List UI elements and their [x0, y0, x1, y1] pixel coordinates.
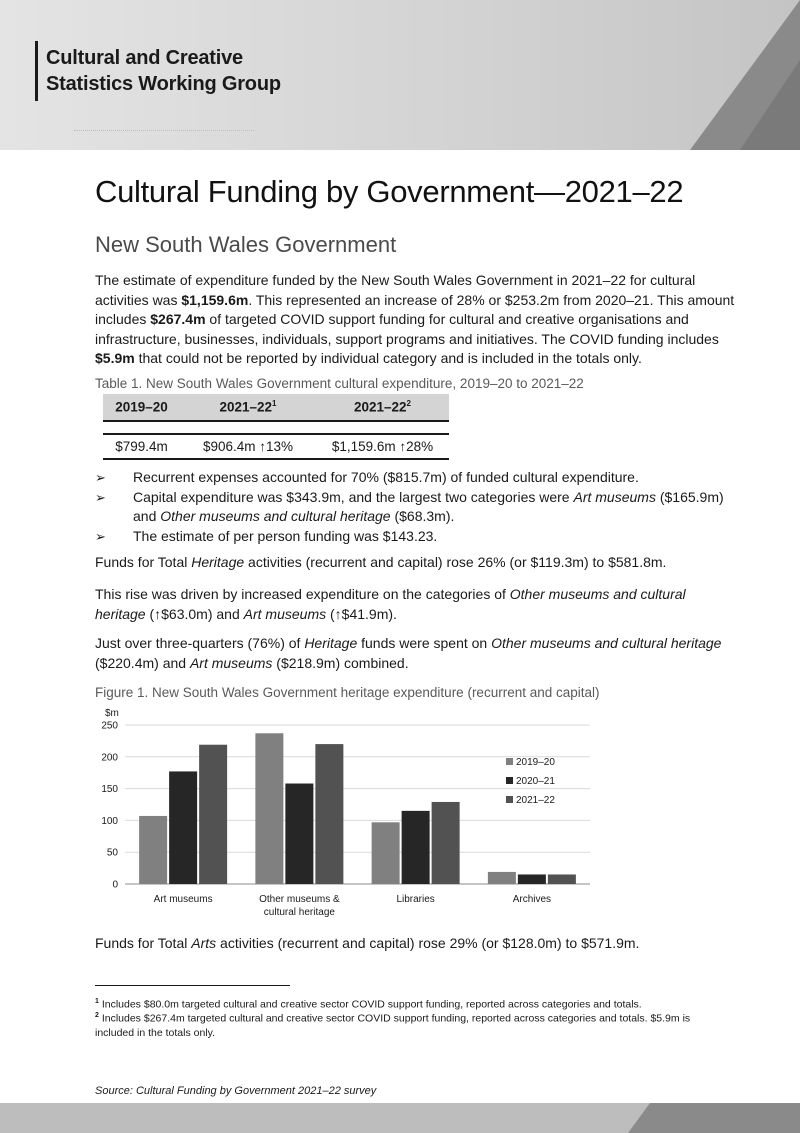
y-tick-label: 150 — [101, 784, 118, 795]
arrow-bullet-icon: ➢ — [95, 528, 106, 544]
bar-0-1 — [169, 771, 198, 884]
footer-banner — [0, 1103, 800, 1133]
expenditure-table: 2019–20 2021–221 2021–222 $799.4m $906.4… — [103, 394, 449, 460]
footnote-divider — [95, 985, 290, 986]
organisation-name-line1: Cultural and Creative — [46, 47, 243, 69]
bar-1-2 — [315, 744, 344, 884]
bullet-list: ➢ Recurrent expenses accounted for 70% (… — [95, 468, 735, 546]
table-header-cell: 2021–221 — [180, 394, 316, 422]
bar-1-0 — [255, 733, 284, 884]
organisation-name: Cultural and Creative Statistics Working… — [46, 45, 281, 97]
footnote-2: 2 Includes $267.4m targeted cultural and… — [95, 1012, 691, 1039]
arts-paragraph: Funds for Total Arts activities (recurre… — [95, 935, 640, 951]
organisation-name-line2: Statistics Working Group — [46, 73, 281, 95]
bar-1-1 — [285, 783, 314, 884]
table1-caption: Table 1. New South Wales Government cult… — [95, 376, 584, 391]
bar-3-1 — [517, 874, 546, 884]
source-note: Source: Cultural Funding by Government 2… — [95, 1085, 377, 1097]
bar-0-2 — [199, 744, 228, 884]
arrow-bullet-icon: ➢ — [95, 489, 106, 505]
bar-2-1 — [401, 810, 430, 884]
legend-label: 2020–21 — [516, 776, 555, 787]
bar-2-0 — [371, 822, 400, 884]
bar-2-2 — [431, 801, 460, 884]
list-item: ➢ Recurrent expenses accounted for 70% (… — [95, 468, 735, 488]
table-header-cell: 2019–20 — [103, 394, 180, 422]
table-cell: $799.4m — [103, 433, 180, 460]
legend-label: 2021–22 — [516, 795, 555, 806]
footer-decoration — [628, 1103, 800, 1133]
chart-canvas: $m 0 50 100 150 200 250 Art museums Other museum… — [101, 708, 590, 918]
x-tick-label: Archives — [513, 894, 551, 905]
heritage-paragraph-3: Just over three-quarters (76%) of Herita… — [95, 635, 722, 671]
table-cell: $906.4m ↑13% — [180, 433, 316, 460]
legend-swatch — [506, 777, 513, 784]
table-header-cell: 2021–222 — [316, 394, 449, 422]
legend-swatch — [506, 758, 513, 765]
header-accent-bar — [35, 41, 38, 101]
x-tick-label: cultural heritage — [264, 907, 336, 918]
page-title: Cultural Funding by Government—2021–22 — [95, 174, 684, 209]
intro-paragraph: The estimate of expenditure funded by th… — [95, 272, 735, 366]
y-tick-label: 250 — [101, 721, 118, 732]
bar-3-0 — [487, 871, 516, 884]
x-tick-label: Art museums — [154, 894, 213, 905]
x-tick-label: Other museums & — [259, 894, 340, 905]
bar-3-2 — [547, 874, 576, 884]
x-tick-label: Libraries — [396, 894, 434, 905]
page-subtitle: New South Wales Government — [95, 232, 397, 257]
y-tick-label: 200 — [101, 752, 118, 763]
arrow-bullet-icon: ➢ — [95, 470, 106, 485]
list-item: ➢ Capital expenditure was $343.9m, and t… — [95, 488, 735, 527]
legend-label: 2019–20 — [516, 757, 555, 768]
y-axis-label: $m — [105, 708, 119, 719]
y-tick-label: 0 — [112, 880, 118, 891]
table-cell: $1,159.6m ↑28% — [316, 433, 449, 460]
y-tick-label: 50 — [107, 848, 119, 859]
list-item: ➢ The estimate of per person funding was… — [95, 527, 735, 547]
figure1-caption: Figure 1. New South Wales Government her… — [95, 685, 600, 700]
heritage-paragraph-1: Funds for Total Heritage activities (rec… — [95, 554, 667, 570]
table-header-row: 2019–20 2021–221 2021–222 — [103, 394, 449, 422]
y-tick-label: 100 — [101, 816, 118, 827]
header-divider — [74, 130, 254, 132]
heritage-bar-chart: $m 0 50 100 150 200 250 Art museums Other museum… — [95, 705, 595, 925]
footnote-1: 1 Includes $80.0m targeted cultural and … — [95, 998, 642, 1011]
header-decoration — [690, 0, 800, 150]
header-banner: Cultural and Creative Statistics Working… — [0, 0, 800, 150]
heritage-paragraph-2: This rise was driven by increased expend… — [95, 586, 686, 622]
table-row: $799.4m $906.4m ↑13% $1,159.6m ↑28% — [103, 433, 449, 460]
bar-0-0 — [139, 815, 168, 884]
legend-swatch — [506, 796, 513, 803]
